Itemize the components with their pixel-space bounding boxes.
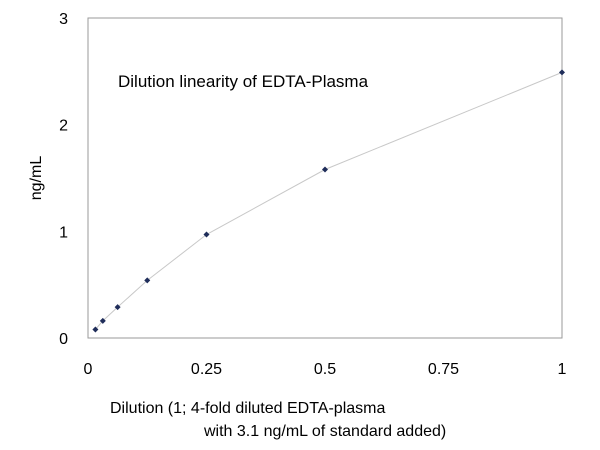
data-point — [114, 304, 121, 311]
x-tick-label: 0.5 — [314, 361, 336, 378]
y-tick-label: 3 — [59, 11, 68, 28]
data-point — [322, 166, 328, 173]
plot-area — [87, 17, 563, 339]
y-tick-label: 2 — [59, 118, 68, 135]
x-axis-label-line-2: with 3.1 ng/mL of standard added) — [203, 423, 446, 440]
y-axis-label: ng/mL — [28, 156, 45, 201]
x-tick-label: 0.75 — [428, 361, 459, 378]
series-lines — [95, 71, 563, 330]
y-tick-label: 1 — [59, 224, 68, 241]
series-points — [92, 69, 565, 333]
y-tick-labels: 0 1 2 3 — [59, 11, 68, 348]
series-line — [95, 71, 563, 330]
x-tick-labels: 0 0.25 0.5 0.75 1 — [84, 361, 567, 378]
chart-title: Dilution linearity of EDTA-Plasma — [118, 72, 369, 91]
x-tick-label: 1 — [558, 361, 567, 378]
data-point — [99, 317, 106, 324]
data-point — [144, 277, 151, 284]
x-axis-label-line-1: Dilution (1; 4-fold diluted EDTA-plasma — [110, 400, 385, 417]
data-point — [203, 231, 210, 238]
y-tick-label: 0 — [59, 331, 68, 348]
x-tick-label: 0.25 — [191, 361, 222, 378]
data-point — [92, 326, 99, 333]
data-point — [559, 69, 565, 76]
x-tick-label: 0 — [84, 361, 93, 378]
